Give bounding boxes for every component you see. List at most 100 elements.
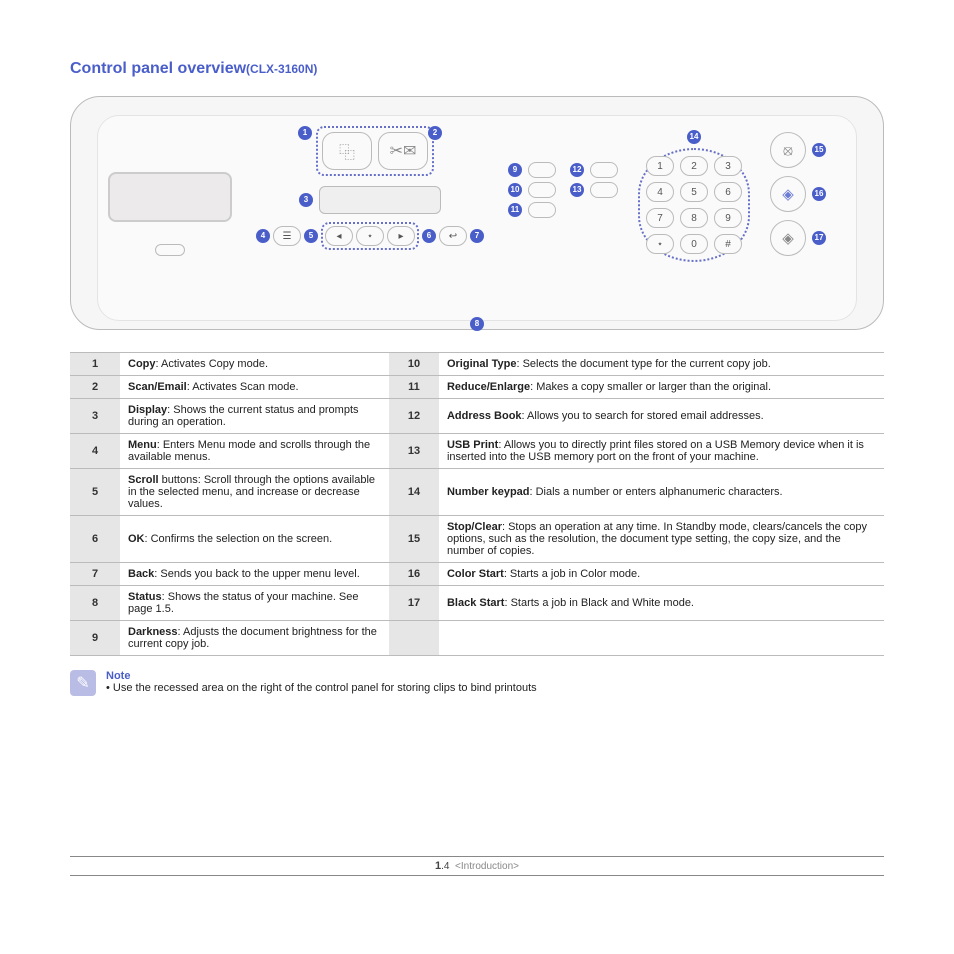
- callout-7: 7: [470, 229, 484, 243]
- callout-4: 4: [256, 229, 270, 243]
- row-desc: OK: Confirms the selection on the screen…: [120, 516, 389, 563]
- scan-button: ✂✉: [378, 132, 428, 170]
- row-desc: Status: Shows the status of your machine…: [120, 586, 389, 621]
- callout-6: 6: [422, 229, 436, 243]
- mode-buttons-box: ⿻ ✂✉: [316, 126, 434, 176]
- key-4: 4: [646, 182, 674, 202]
- left-button: ◂: [325, 226, 353, 246]
- control-panel-diagram: 1 ⿻ ✂✉ 2 3 4 ☰ 5: [70, 96, 884, 330]
- display-screen: [319, 186, 441, 214]
- darkness-button: [528, 162, 556, 178]
- row-num: 13: [389, 434, 439, 469]
- row-desc: Original Type: Selects the document type…: [439, 353, 884, 376]
- row-desc: Back: Sends you back to the upper menu l…: [120, 563, 389, 586]
- blackstart-icon: ◈: [782, 229, 794, 247]
- row-desc: Address Book: Allows you to search for s…: [439, 399, 884, 434]
- keypad-box: 1 2 3 4 5 6 7 8 9 ⋆ 0 #: [638, 148, 750, 262]
- panel-inner: 1 ⿻ ✂✉ 2 3 4 ☰ 5: [97, 115, 857, 321]
- key-2: 2: [680, 156, 708, 176]
- copy-button: ⿻: [322, 132, 372, 170]
- row-desc: Darkness: Adjusts the document brightnes…: [120, 621, 389, 656]
- ok-button: ⋆: [356, 226, 384, 246]
- note-title: Note: [106, 670, 537, 682]
- callout-15: 15: [812, 143, 826, 157]
- menu-icon: ☰: [283, 231, 292, 242]
- page-footer: 1.4 <Introduction>: [70, 856, 884, 876]
- usb-print-button: [590, 182, 618, 198]
- row-desc: Display: Shows the current status and pr…: [120, 399, 389, 434]
- start-stop-group: ⦻15 ◈16 ◈17: [770, 132, 826, 256]
- row-num: 14: [389, 469, 439, 516]
- callout-5: 5: [304, 229, 318, 243]
- key-3: 3: [714, 156, 742, 176]
- key-star: ⋆: [646, 234, 674, 254]
- colorstart-icon: ◈: [782, 185, 794, 203]
- row-num: 15: [389, 516, 439, 563]
- back-button: ↩: [439, 226, 467, 246]
- callout-1: 1: [298, 126, 312, 140]
- row-desc: Number keypad: Dials a number or enters …: [439, 469, 884, 516]
- menu-button: ☰: [273, 226, 301, 246]
- callout-3: 3: [299, 193, 313, 207]
- row-num: 5: [70, 469, 120, 516]
- row-desc: Copy: Activates Copy mode.: [120, 353, 389, 376]
- callout-11: 11: [508, 203, 522, 217]
- page-minor: .4: [441, 861, 449, 872]
- row-num: 10: [389, 353, 439, 376]
- callout-16: 16: [812, 187, 826, 201]
- row-num: 3: [70, 399, 120, 434]
- row-num: 4: [70, 434, 120, 469]
- key-9: 9: [714, 208, 742, 228]
- title-model: (CLX-3160N): [246, 62, 317, 76]
- scan-icon: ✂✉: [390, 141, 417, 161]
- title-main: Control panel overview: [70, 60, 246, 77]
- copy-icon: ⿻: [339, 139, 355, 163]
- center-group: 1 ⿻ ✂✉ 2 3 4 ☰ 5: [256, 126, 484, 250]
- callout-13: 13: [570, 183, 584, 197]
- stop-clear-button: ⦻: [770, 132, 806, 168]
- row-num: 2: [70, 376, 120, 399]
- original-type-button: [528, 182, 556, 198]
- row-num: 7: [70, 563, 120, 586]
- stop-icon: ⦻: [783, 142, 793, 159]
- key-7: 7: [646, 208, 674, 228]
- row-desc: Reduce/Enlarge: Makes a copy smaller or …: [439, 376, 884, 399]
- row-num: 11: [389, 376, 439, 399]
- row-desc: Color Start: Starts a job in Color mode.: [439, 563, 884, 586]
- ok-icon: ⋆: [367, 231, 373, 242]
- row-num: 12: [389, 399, 439, 434]
- note-block: ✎ Note • Use the recessed area on the ri…: [70, 670, 884, 696]
- key-1: 1: [646, 156, 674, 176]
- row-num: 9: [70, 621, 120, 656]
- note-icon: ✎: [70, 670, 96, 696]
- row-desc: Menu: Enters Menu mode and scrolls throu…: [120, 434, 389, 469]
- lcd-screen: [108, 172, 232, 222]
- right-button: ▸: [387, 226, 415, 246]
- description-table: 1Copy: Activates Copy mode.10Original Ty…: [70, 352, 884, 656]
- keypad-group: 1 4 1 2 3 4 5 6 7 8 9 ⋆ 0 #: [638, 130, 750, 262]
- callout-9: 9: [508, 163, 522, 177]
- row-desc: Black Start: Starts a job in Black and W…: [439, 586, 884, 621]
- page-title: Control panel overview(CLX-3160N): [70, 60, 884, 78]
- scroll-box: ◂ ⋆ ▸: [321, 222, 419, 250]
- row-num: 16: [389, 563, 439, 586]
- small-col-1: 9 10 11: [508, 162, 556, 218]
- footer-section: <Introduction>: [455, 861, 519, 872]
- row-num: 1: [70, 353, 120, 376]
- right-icon: ▸: [398, 231, 403, 242]
- key-6: 6: [714, 182, 742, 202]
- small-col-2: 12 13: [570, 162, 618, 198]
- row-num: 6: [70, 516, 120, 563]
- note-text: • Use the recessed area on the right of …: [106, 682, 537, 694]
- reduce-enlarge-button: [528, 202, 556, 218]
- callout-2: 2: [428, 126, 442, 140]
- back-icon: ↩: [449, 231, 457, 242]
- row-desc: Scan/Email: Activates Scan mode.: [120, 376, 389, 399]
- callout-10: 10: [508, 183, 522, 197]
- row-desc: USB Print: Allows you to directly print …: [439, 434, 884, 469]
- key-5: 5: [680, 182, 708, 202]
- key-hash: #: [714, 234, 742, 254]
- callout-8: 8: [470, 317, 484, 331]
- row-desc: Stop/Clear: Stops an operation at any ti…: [439, 516, 884, 563]
- black-start-button: ◈: [770, 220, 806, 256]
